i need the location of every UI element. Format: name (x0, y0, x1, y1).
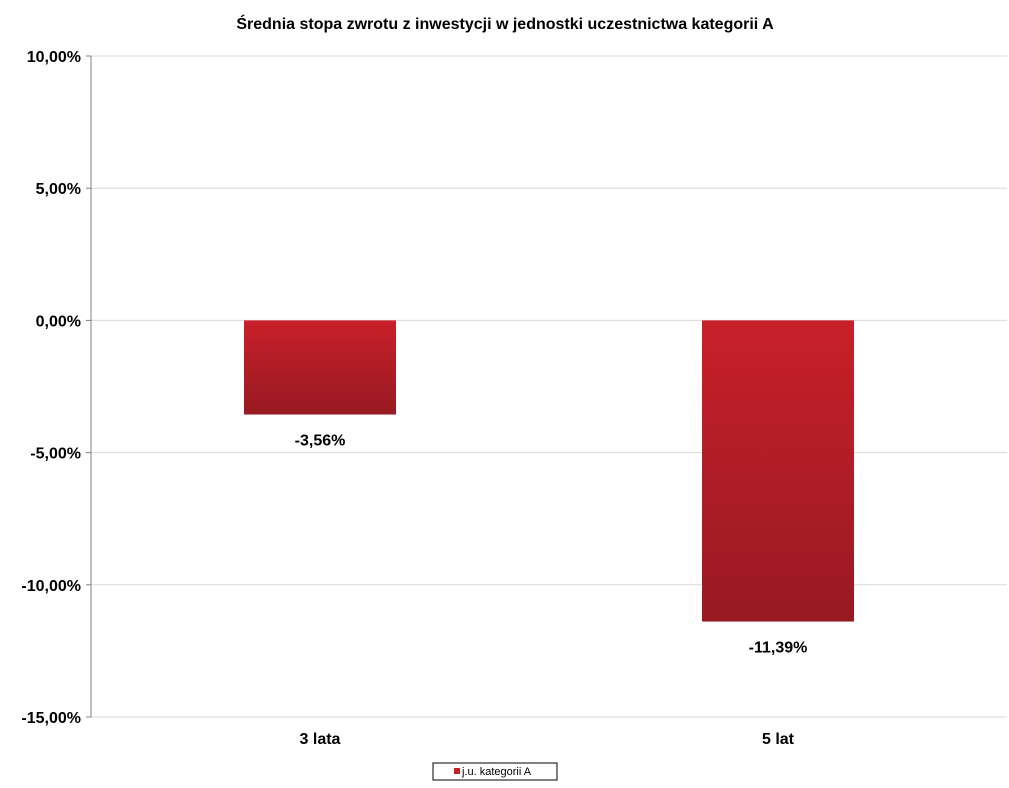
y-tick-label: -10,00% (21, 578, 81, 595)
legend: j.u. kategorii A (432, 762, 558, 781)
bar (244, 320, 396, 415)
y-tick-label: 5,00% (36, 181, 81, 198)
y-tick-label: 10,00% (27, 49, 81, 66)
y-axis: 10,00% 5,00% 0,00% -5,00% -10,00% -15,00% (21, 49, 92, 727)
y-tick-label: 0,00% (36, 313, 81, 330)
x-axis: 3 lata 5 lat (300, 731, 795, 748)
data-label: -3,56% (295, 433, 346, 450)
data-label: -11,39% (749, 640, 808, 657)
chart-title: Średnia stopa zwrotu z inwestycji w jedn… (236, 14, 774, 33)
x-tick-label: 3 lata (300, 731, 341, 748)
y-tick-label: -5,00% (30, 446, 81, 463)
legend-box (432, 762, 558, 781)
legend-label: j.u. kategorii A (461, 766, 532, 778)
gridlines (91, 55, 1007, 718)
bar (702, 320, 854, 622)
legend-swatch (454, 768, 460, 774)
y-tick-label: -15,00% (21, 710, 81, 727)
bars (244, 320, 854, 622)
x-tick-label: 5 lat (762, 731, 795, 748)
data-labels: -3,56% -11,39% (295, 433, 808, 657)
